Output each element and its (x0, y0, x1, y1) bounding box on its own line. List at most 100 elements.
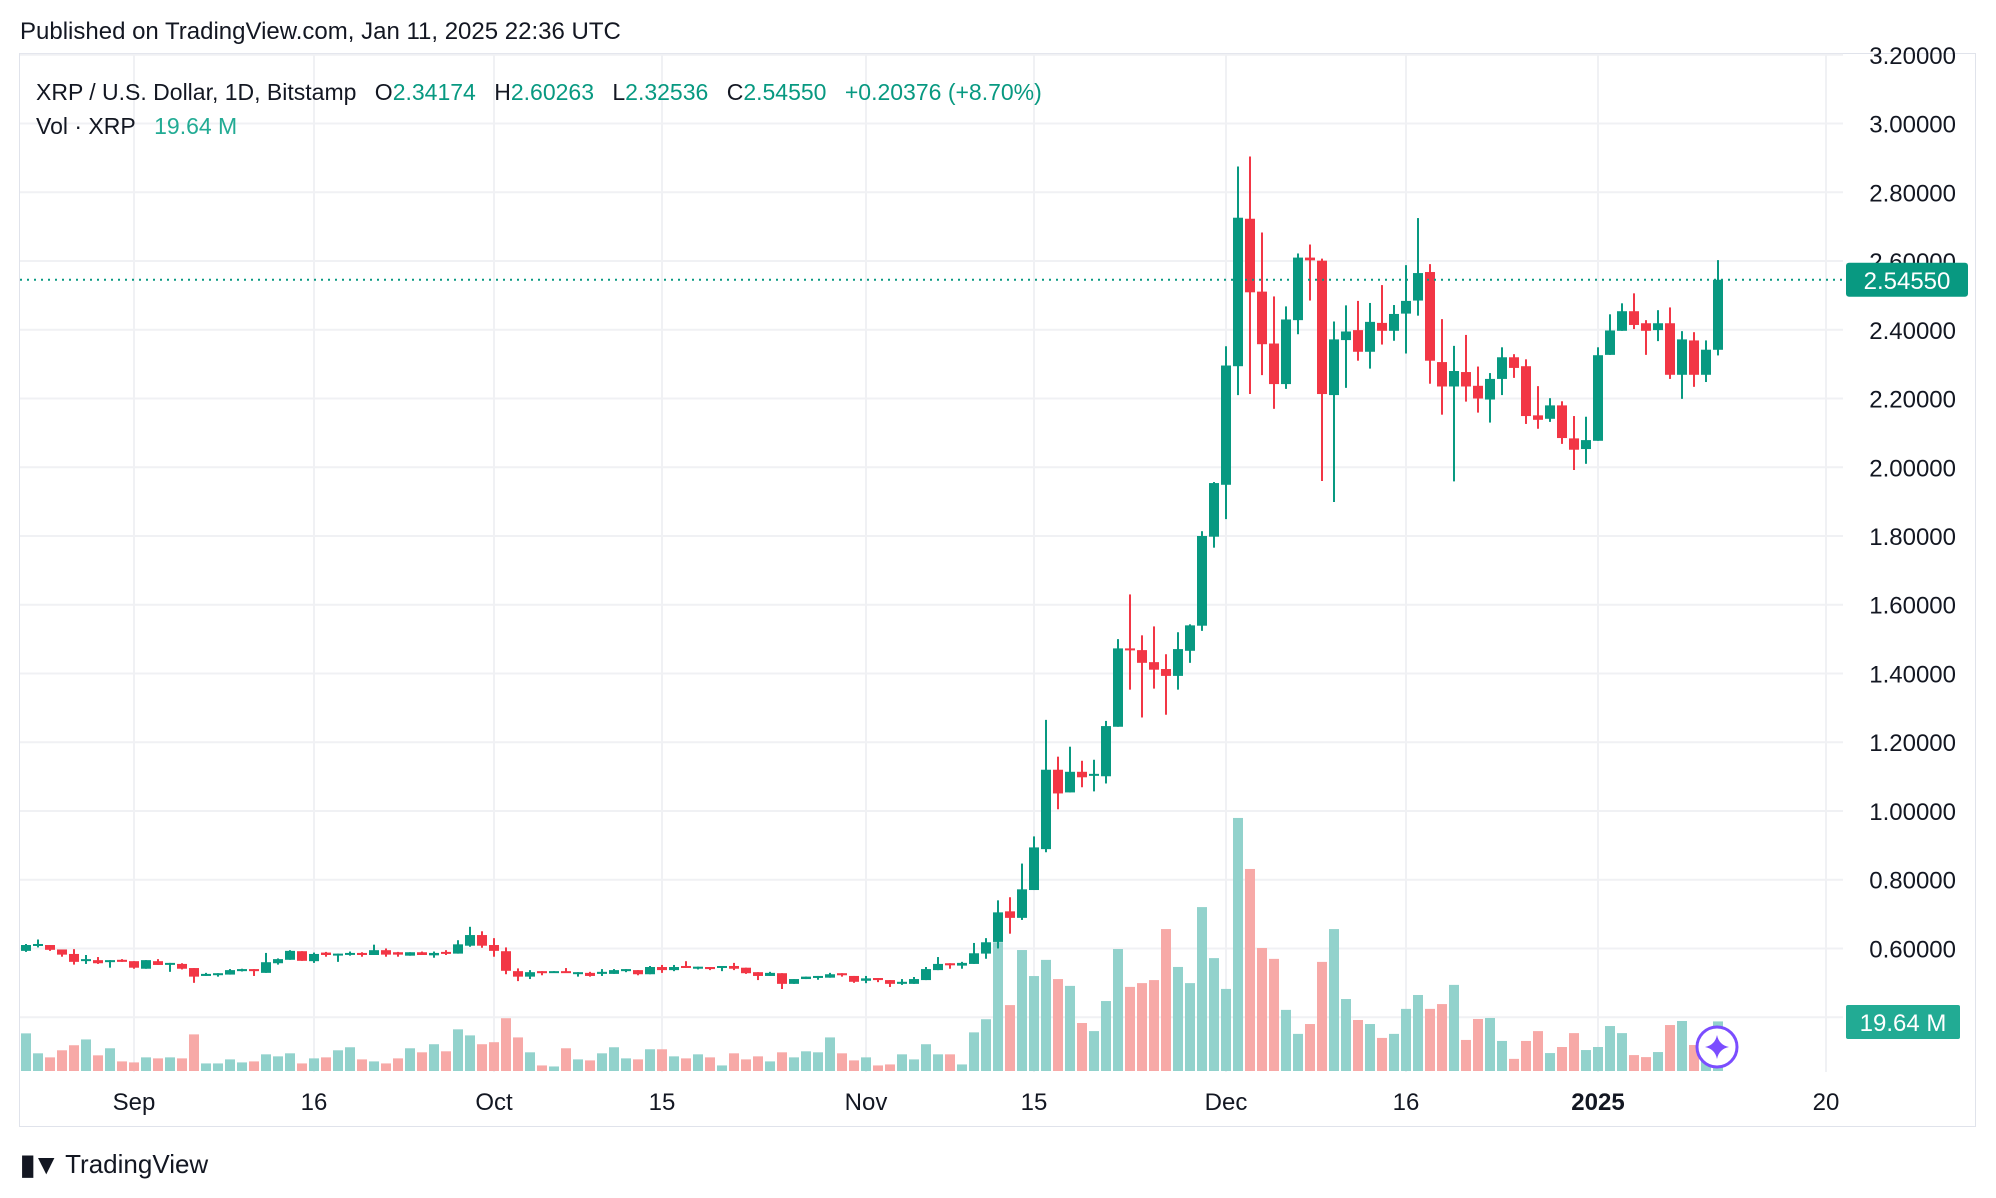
candle (621, 969, 631, 973)
date-tick-label: 15 (1021, 1089, 1048, 1116)
candle (1461, 334, 1471, 402)
candle-body (1113, 648, 1123, 727)
candle-body (1317, 260, 1327, 395)
volume-bar (717, 1065, 727, 1071)
candle-body (177, 963, 187, 969)
candle-body (753, 972, 763, 976)
volume-title[interactable]: Vol · XRP (36, 113, 136, 139)
volume-bar (201, 1063, 211, 1071)
volume-bar (1641, 1057, 1651, 1071)
candle-body (885, 980, 895, 984)
price-tick-label: 1.40000 (1869, 661, 1956, 688)
volume-bar (1317, 961, 1327, 1071)
candle (1137, 635, 1147, 718)
candle (609, 969, 619, 974)
volume-bar (1593, 1047, 1603, 1071)
candle-body (1545, 405, 1555, 419)
low-value: 2.32536 (625, 79, 709, 105)
candle-body (585, 972, 595, 976)
candle (1437, 319, 1447, 415)
candle-body (981, 942, 991, 954)
candle-body (1365, 321, 1375, 352)
candle-body (165, 962, 175, 965)
candle-body (285, 950, 295, 960)
price-tick-label: 1.20000 (1869, 730, 1956, 757)
candle (1533, 386, 1543, 429)
price-tick-label: 2.40000 (1869, 318, 1956, 345)
volume-bar (669, 1056, 679, 1071)
candle-body (1521, 366, 1531, 417)
volume-bar (1533, 1031, 1543, 1071)
volume-bar (561, 1048, 571, 1071)
volume-bar (993, 942, 1003, 1071)
candle-body (1581, 440, 1591, 450)
candle (1293, 253, 1303, 335)
volume-bar (1017, 950, 1027, 1071)
candle (1257, 232, 1267, 376)
candle-body (105, 960, 115, 963)
candle (597, 969, 607, 976)
candle-body (957, 962, 967, 966)
candle-body (1641, 323, 1651, 331)
volume-bar (1545, 1053, 1555, 1071)
volume-bar (1185, 983, 1195, 1071)
candle-body (429, 952, 439, 956)
candle (345, 951, 355, 956)
candle-body (1029, 847, 1039, 891)
candle (549, 971, 559, 974)
candle (1017, 863, 1027, 920)
candle-body (729, 965, 739, 969)
date-tick-label: 2025 (1571, 1089, 1624, 1116)
candle-body (633, 970, 643, 975)
candle-body (1713, 279, 1723, 350)
candle (321, 951, 331, 957)
volume-bar (345, 1047, 355, 1071)
volume-bar (537, 1065, 547, 1071)
candle (753, 972, 763, 981)
candle-body (825, 974, 835, 978)
volume-bar (1413, 994, 1423, 1071)
candle (885, 980, 895, 987)
volume-bar (1113, 949, 1123, 1071)
candle-body (1293, 257, 1303, 321)
candle-body (321, 952, 331, 955)
low-label: L (612, 79, 626, 105)
volume-bar (705, 1057, 715, 1071)
candle (177, 963, 187, 970)
candle-body (489, 945, 499, 951)
tradingview-logo[interactable]: ▮▼ TradingView (20, 1148, 208, 1181)
candle-body (537, 971, 547, 974)
candle (1233, 166, 1243, 396)
candle (1149, 626, 1159, 689)
candle-body (1437, 362, 1447, 387)
candle-body (393, 952, 403, 955)
candle (369, 944, 379, 955)
volume-bar (873, 1065, 883, 1071)
candle-body (249, 969, 259, 972)
candle (1713, 260, 1723, 356)
candle-body (1473, 385, 1483, 399)
price-tick-label: 1.60000 (1869, 593, 1956, 620)
candle-body (597, 971, 607, 974)
candle (1605, 314, 1615, 355)
candle-body (1101, 726, 1111, 777)
ai-assistant-icon[interactable] (1695, 1025, 1739, 1069)
candle-body (117, 959, 127, 962)
candle (477, 931, 487, 948)
ohlc-row: XRP / U.S. Dollar, 1D, Bitstamp O2.34174… (36, 75, 1042, 109)
candle (357, 952, 367, 957)
symbol-title[interactable]: XRP / U.S. Dollar, 1D, Bitstamp (36, 79, 357, 105)
candle-body (1281, 319, 1291, 385)
candle-body (237, 969, 247, 972)
candle (969, 942, 979, 964)
volume-bar (297, 1063, 307, 1071)
candle-body (225, 970, 235, 975)
volume-bar (93, 1055, 103, 1071)
volume-bar (417, 1052, 427, 1071)
volume-bar (549, 1066, 559, 1071)
volume-bar (153, 1058, 163, 1071)
volume-bar (1053, 979, 1063, 1071)
date-tick-label: Dec (1205, 1089, 1248, 1116)
candle-body (513, 971, 523, 977)
